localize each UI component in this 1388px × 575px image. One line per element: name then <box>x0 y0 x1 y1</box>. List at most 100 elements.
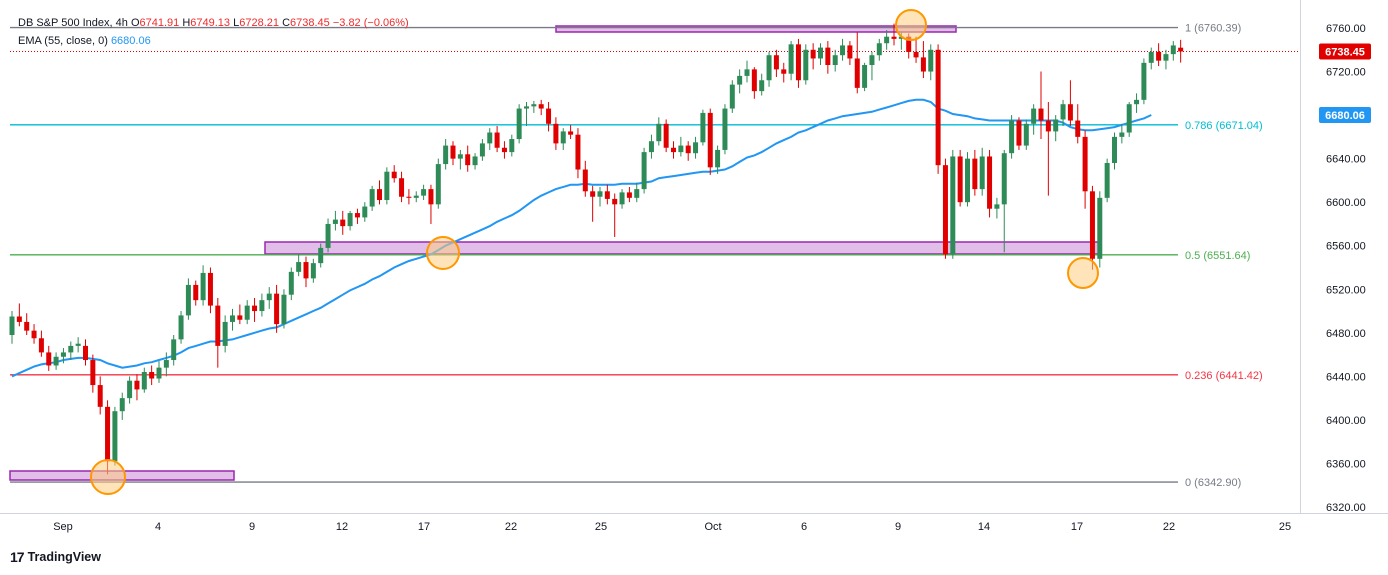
candle-body <box>149 372 155 379</box>
candle-body <box>920 57 926 72</box>
time-axis[interactable]: Sep 4 9 12 17 22 25 Oct 6 9 14 17 22 25 <box>53 521 1291 533</box>
fib-label: 1 (6760.39) <box>1185 23 1241 35</box>
candle <box>788 41 794 81</box>
candle-body <box>134 380 140 390</box>
candle-body <box>112 411 118 462</box>
candle <box>53 352 59 370</box>
candle-body <box>127 380 133 399</box>
candle <box>325 218 331 253</box>
candle-body <box>1170 45 1176 55</box>
candle <box>1163 49 1169 70</box>
time-tick-label: Sep <box>53 521 73 533</box>
candle <box>112 406 118 466</box>
time-tick-label: 25 <box>595 521 607 533</box>
candle-body <box>325 223 331 248</box>
candle <box>1119 123 1125 144</box>
candle <box>222 315 228 353</box>
candle <box>818 43 823 66</box>
candle <box>1060 99 1066 126</box>
candle-body <box>678 145 684 153</box>
candle-body <box>274 293 280 325</box>
candle-body <box>1009 120 1015 154</box>
candle <box>332 210 338 231</box>
candle-body <box>840 45 846 56</box>
candle-body <box>898 36 904 39</box>
candle-body <box>722 108 728 150</box>
candle <box>16 303 22 327</box>
tradingview-brand[interactable]: 17 TradingView <box>10 549 101 565</box>
price-tag-bg <box>1319 43 1371 60</box>
candle <box>840 38 846 61</box>
candle <box>1112 132 1117 170</box>
candle <box>274 284 280 333</box>
candle <box>524 102 529 126</box>
candle <box>347 210 353 231</box>
candle-body <box>288 271 294 295</box>
candle-body <box>1075 120 1081 137</box>
candle-body <box>178 315 184 340</box>
candle <box>766 51 772 87</box>
candle <box>377 180 382 205</box>
candle <box>1053 115 1059 142</box>
candle-body <box>215 305 221 346</box>
candle <box>737 69 743 94</box>
candle-body <box>619 192 625 205</box>
open-label: O <box>130 17 140 29</box>
candle <box>127 376 133 404</box>
candle-body <box>156 367 162 379</box>
candle-body <box>538 104 544 109</box>
candle <box>413 191 419 203</box>
ema-legend[interactable]: EMA (55, close, 0) 6680.06 <box>18 35 151 47</box>
candle-body <box>612 198 618 205</box>
candle-body <box>105 406 111 462</box>
candle-body <box>472 156 478 166</box>
candle-body <box>604 191 610 199</box>
price-tick-label: 6520.00 <box>1326 284 1366 296</box>
candle <box>920 41 926 79</box>
candle-body <box>435 164 441 205</box>
price-tick-label: 6320.00 <box>1326 502 1366 514</box>
candle-body <box>303 262 309 279</box>
candle <box>744 60 750 83</box>
candle-body <box>788 44 794 74</box>
price-tick-label: 6560.00 <box>1326 241 1366 253</box>
candle <box>810 43 816 70</box>
candle <box>421 184 427 201</box>
candle-body <box>1031 108 1037 124</box>
candle-body <box>1126 104 1132 133</box>
candle <box>1082 130 1088 209</box>
candle-body <box>847 45 853 59</box>
candle-body <box>60 352 66 357</box>
candle-body <box>950 156 956 255</box>
candle-body <box>957 156 963 203</box>
candle <box>230 308 235 331</box>
candle <box>119 392 125 420</box>
candle-body <box>185 284 191 316</box>
candle <box>207 267 213 314</box>
candle-body <box>1089 191 1095 259</box>
candle-body <box>230 315 235 322</box>
candle <box>83 339 88 366</box>
candle <box>237 304 243 325</box>
candle-body <box>501 147 507 153</box>
candle-body <box>1067 104 1073 121</box>
candle-body <box>354 213 360 218</box>
candle <box>700 109 706 146</box>
time-tick-label: 25 <box>1279 521 1291 533</box>
candle <box>759 73 765 96</box>
candle <box>1148 47 1154 70</box>
time-tick-label: 17 <box>418 521 430 533</box>
candle <box>546 102 552 132</box>
candle <box>185 278 191 320</box>
ema-label: EMA (55, close, 0) <box>18 35 108 47</box>
low-value: 6728.21 <box>239 17 279 29</box>
candle <box>141 367 147 393</box>
price-tick-label: 6720.00 <box>1326 67 1366 79</box>
open-value: 6741.91 <box>139 17 180 29</box>
candle <box>612 193 618 238</box>
fib-label: 0.236 (6441.42) <box>1185 370 1263 382</box>
candle-body <box>9 316 15 335</box>
candle <box>31 324 37 344</box>
candle <box>1001 149 1007 253</box>
